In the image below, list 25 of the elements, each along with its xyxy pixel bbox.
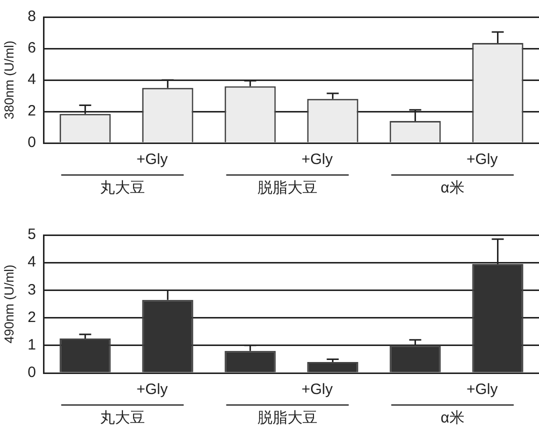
- y-tick-label: 5: [28, 226, 36, 244]
- y-tick-label: 4: [28, 71, 36, 88]
- y-tick-label: 3: [28, 281, 36, 298]
- text: 丸大豆: [100, 180, 145, 197]
- y-tick-label: 0: [28, 364, 36, 382]
- x-tick-label: +Gly: [136, 151, 168, 168]
- y-axis-title: 380nm (U/ml): [1, 40, 16, 120]
- x-tick-label: +Gly: [301, 381, 334, 398]
- x-tick-label: +Gly: [466, 381, 498, 398]
- x-tick-label: +Gly: [466, 151, 498, 168]
- text: 丸大豆: [100, 410, 145, 427]
- y-tick-label: 1: [28, 336, 36, 354]
- y-tick-label: 2: [28, 102, 36, 120]
- y-tick-label: 4: [28, 254, 36, 271]
- y-tick-label: 6: [28, 40, 36, 57]
- text: α米: [440, 410, 464, 427]
- x-tick-label: +Gly: [301, 151, 334, 168]
- text: 脱脂大豆: [257, 410, 318, 427]
- y-axis-title: 490nm (U/ml): [1, 264, 16, 344]
- text: α米: [440, 180, 464, 197]
- y-tick-label: 2: [28, 308, 36, 326]
- text: 脱脂大豆: [257, 180, 318, 197]
- x-tick-label: +Gly: [136, 381, 168, 398]
- y-tick-label: 8: [28, 8, 36, 26]
- y-tick-label: 0: [28, 134, 36, 152]
